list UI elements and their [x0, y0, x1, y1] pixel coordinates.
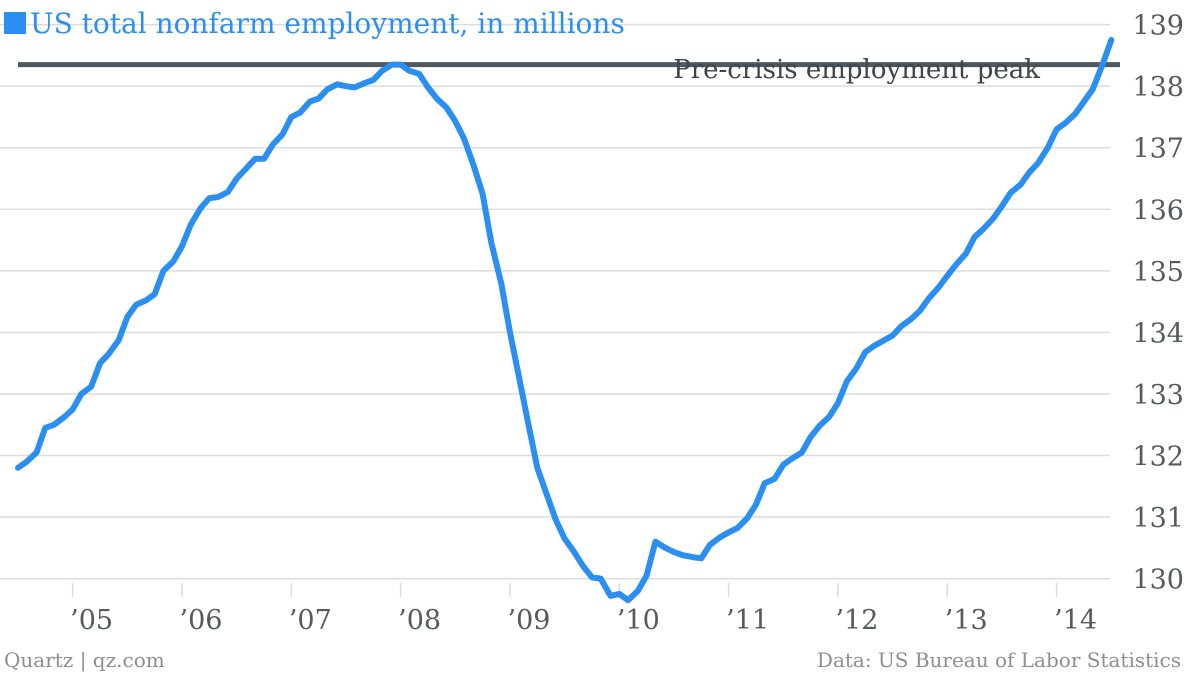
x-tick-label-2: ’07	[289, 605, 332, 636]
series-layer	[15, 37, 1115, 604]
y-tick-label-130: 130	[1132, 565, 1184, 596]
x-tick-labels: ’05 ’06 ’07 ’08 ’09 ’10 ’11 ’12 ’13 ’14	[70, 605, 1097, 636]
series-line-0	[15, 37, 1115, 604]
x-tick-label-4: ’09	[507, 605, 550, 636]
y-tick-label-134: 134	[1132, 318, 1184, 349]
x-tick-label-5: ’10	[617, 605, 660, 636]
y-tick-label-133: 133	[1132, 380, 1184, 411]
footer-source-right: Data: US Bureau of Labor Statistics	[817, 648, 1181, 672]
y-tick-label-137: 137	[1132, 134, 1184, 165]
x-tick-label-0: ’05	[70, 605, 113, 636]
chart-title: US total nonfarm employment, in millions	[30, 7, 625, 40]
y-tick-labels: 130 131 132 133 134 135 136 137 138 139	[1132, 11, 1184, 596]
x-tick-label-3: ’08	[398, 605, 441, 636]
reference-line-label: Pre-crisis employment peak	[673, 55, 1040, 85]
y-tick-label-139: 139	[1132, 11, 1184, 42]
y-tick-label-138: 138	[1132, 72, 1184, 103]
x-tick-label-9: ’14	[1054, 605, 1097, 636]
title-legend-marker	[4, 12, 26, 34]
gridlines	[0, 23, 1110, 580]
x-tick-label-8: ’13	[945, 605, 988, 636]
x-tick-label-1: ’06	[180, 605, 223, 636]
x-tick-label-7: ’12	[835, 605, 878, 636]
y-tick-label-136: 136	[1132, 195, 1184, 226]
y-tick-label-132: 132	[1132, 442, 1184, 473]
y-tick-label-135: 135	[1132, 257, 1184, 288]
y-tick-label-131: 131	[1132, 503, 1184, 534]
x-tick-label-6: ’11	[726, 605, 769, 636]
x-tick-marks	[71, 583, 1058, 597]
footer-source-left: Quartz | qz.com	[4, 648, 165, 673]
